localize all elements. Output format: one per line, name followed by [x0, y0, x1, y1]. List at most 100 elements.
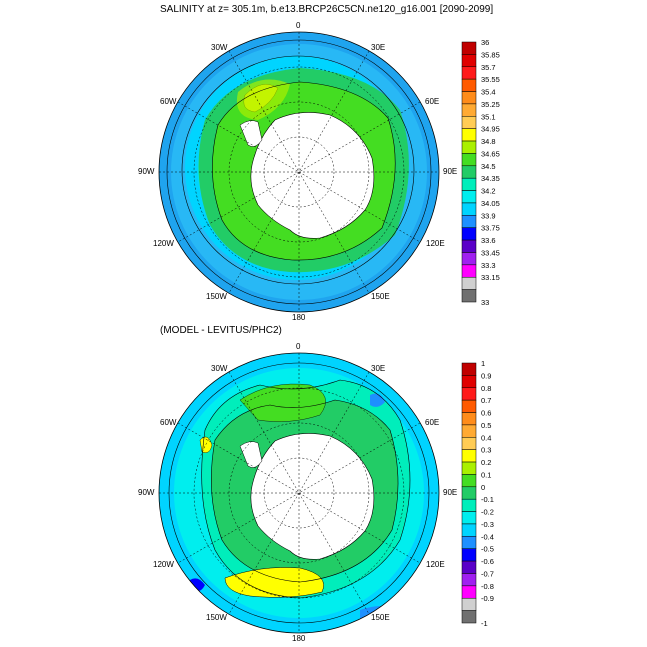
colorbar-swatch — [461, 399, 477, 413]
colorbar-tick-label: 35.4 — [481, 88, 496, 97]
colorbar-tick-label: 33.9 — [481, 211, 496, 220]
colorbar-tick-label: 35.55 — [481, 75, 500, 84]
colorbar-tick-label: 0.5 — [481, 421, 491, 430]
top-lon-label-0: 0 — [296, 21, 301, 30]
top-lon-label-30w: 30W — [211, 43, 228, 52]
colorbar-swatch — [461, 511, 477, 525]
top-lon-label-60w: 60W — [160, 97, 177, 106]
bottom-lon-label-30e: 30E — [371, 364, 386, 373]
colorbar-swatch — [461, 474, 477, 488]
bottom-lon-label-90w: 90W — [138, 488, 155, 497]
bottom-lon-label-30w: 30W — [211, 364, 228, 373]
colorbar-tick-label: 0.6 — [481, 409, 491, 418]
colorbar-swatch — [461, 153, 477, 167]
colorbar-swatch — [461, 387, 477, 401]
colorbar-tick-label: -0.8 — [481, 582, 494, 591]
bottom-lon-label-60e: 60E — [425, 418, 440, 427]
colorbar-swatch — [461, 548, 477, 562]
colorbar-swatch — [461, 252, 477, 266]
top-lon-label-120w: 120W — [153, 239, 174, 248]
top-panel-title: SALINITY at z= 305.1m, b.e13.BRCP26C5CN.… — [160, 4, 494, 15]
colorbar-tick-label: 34.65 — [481, 149, 500, 158]
colorbar-swatch — [461, 449, 477, 463]
bottom-lon-label-150w: 150W — [206, 613, 227, 622]
colorbar-tick-label: 0.4 — [481, 433, 491, 442]
colorbar-swatch — [461, 54, 477, 68]
top-lon-label-180: 180 — [292, 313, 306, 322]
colorbar-tick-label: 0.2 — [481, 458, 491, 467]
bottom-lon-label-120w: 120W — [153, 560, 174, 569]
colorbar-tick-label: 34.8 — [481, 137, 496, 146]
colorbar-tick-label: 35.1 — [481, 112, 496, 121]
colorbar-swatch — [461, 597, 477, 611]
colorbar-swatch — [461, 128, 477, 142]
colorbar-swatch — [461, 41, 477, 55]
colorbar-swatch — [461, 66, 477, 80]
top-colorbar: 36 35.85 35.7 35.55 35.4 35.25 35.1 34.95 34.8 34… — [461, 38, 500, 307]
colorbar-swatch — [461, 461, 477, 475]
colorbar-swatch — [461, 239, 477, 253]
colorbar-tick-label: 0 — [481, 483, 485, 492]
colorbar-swatch — [461, 375, 477, 389]
bottom-lon-label-180: 180 — [292, 634, 306, 643]
colorbar-tick-label: -1 — [481, 619, 488, 628]
top-lon-label-150e: 150E — [371, 292, 390, 301]
colorbar-tick-label: 33.6 — [481, 236, 496, 245]
colorbar-swatch — [461, 103, 477, 117]
colorbar-tick-label: 34.05 — [481, 199, 500, 208]
colorbar-tick-label: 0.3 — [481, 446, 491, 455]
colorbar-swatch — [461, 437, 477, 450]
colorbar-swatch — [461, 202, 477, 216]
colorbar-swatch — [461, 412, 477, 426]
colorbar-swatch — [461, 215, 477, 228]
colorbar-tick-label: 0.8 — [481, 384, 491, 393]
colorbar-swatch — [461, 289, 477, 303]
colorbar-tick-label: -0.2 — [481, 508, 494, 517]
bottom-lon-label-120e: 120E — [426, 560, 445, 569]
colorbar-tick-label: 0.1 — [481, 470, 491, 479]
colorbar-tick-label: 35.25 — [481, 100, 500, 109]
bottom-panel-title: (MODEL - LEVITUS/PHC2) — [160, 325, 282, 336]
colorbar-tick-label: 33.15 — [481, 273, 500, 282]
colorbar-swatch — [461, 276, 477, 290]
colorbar-swatch — [461, 585, 477, 599]
colorbar-tick-label: 34.95 — [481, 125, 500, 134]
top-lon-label-150w: 150W — [206, 292, 227, 301]
colorbar-tick-label: 33 — [481, 298, 489, 307]
colorbar-swatch — [461, 523, 477, 537]
colorbar-tick-label: -0.7 — [481, 569, 494, 578]
colorbar-tick-label: 33.75 — [481, 224, 500, 233]
colorbar-swatch — [461, 536, 477, 549]
colorbar-swatch — [461, 362, 477, 376]
colorbar-tick-label: 36 — [481, 38, 489, 47]
top-lon-label-90e: 90E — [443, 167, 458, 176]
top-lon-label-120e: 120E — [426, 239, 445, 248]
top-salinity-field — [159, 32, 439, 312]
colorbar-tick-label: 35.85 — [481, 50, 500, 59]
colorbar-tick-label: 33.45 — [481, 248, 500, 257]
top-lon-label-90w: 90W — [138, 167, 155, 176]
colorbar-tick-label: 0.9 — [481, 371, 491, 380]
colorbar-swatch — [461, 498, 477, 512]
colorbar-swatch — [461, 91, 477, 105]
colorbar-swatch — [461, 227, 477, 241]
colorbar-tick-label: -0.1 — [481, 495, 494, 504]
colorbar-swatch — [461, 165, 477, 179]
colorbar-tick-label: -0.6 — [481, 557, 494, 566]
bottom-colorbar: 1 0.9 0.8 0.7 0.6 0.5 0.4 0.3 0.2 0.1 0 -0.1 -0.2 -0.… — [461, 359, 494, 628]
colorbar-swatch — [461, 424, 477, 438]
colorbar-swatch — [461, 177, 477, 191]
colorbar-tick-label: 35.7 — [481, 63, 496, 72]
colorbar-tick-label: 0.7 — [481, 396, 491, 405]
colorbar-tick-label: 34.2 — [481, 187, 496, 196]
colorbar-swatch — [461, 140, 477, 154]
colorbar-swatch — [461, 486, 477, 500]
colorbar-tick-label: -0.5 — [481, 545, 494, 554]
bottom-lon-label-90e: 90E — [443, 488, 458, 497]
top-lon-label-30e: 30E — [371, 43, 386, 52]
colorbar-tick-label: -0.3 — [481, 520, 494, 529]
colorbar-swatch — [461, 610, 477, 624]
colorbar-tick-label: -0.9 — [481, 594, 494, 603]
colorbar-swatch — [461, 78, 477, 92]
